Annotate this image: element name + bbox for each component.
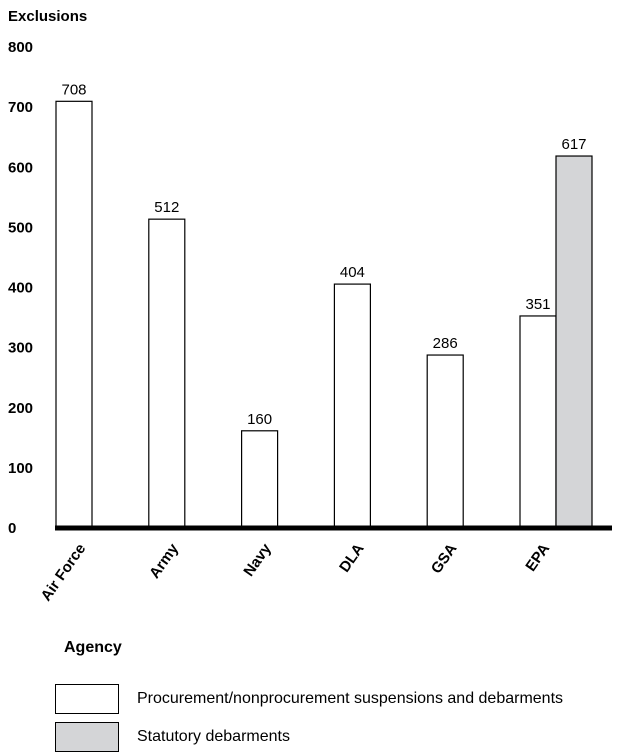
bar <box>519 315 557 528</box>
bar-chart: Exclusions 0 100 200 300 400 500 600 700 800 708… <box>8 8 612 656</box>
data-label: 286 <box>433 335 458 352</box>
y-tick-label: 200 <box>8 400 33 417</box>
data-label: 708 <box>61 81 86 98</box>
y-tick-label: 0 <box>8 520 16 537</box>
data-label: 512 <box>154 199 179 216</box>
y-axis-ticks: 0 100 200 300 400 500 600 700 800 <box>8 39 33 537</box>
bars: 708 512 160 404 286 351 617 <box>55 81 593 528</box>
legend-label-procurement: Procurement/nonprocurement suspensions a… <box>137 690 564 707</box>
bar <box>333 283 371 528</box>
data-label: 404 <box>340 264 365 281</box>
bar <box>426 354 464 528</box>
legend: Procurement/nonprocurement suspensions a… <box>55 680 563 756</box>
data-label: 617 <box>561 136 586 153</box>
y-tick-label: 600 <box>8 159 33 176</box>
bar <box>55 100 93 528</box>
y-tick-label: 500 <box>8 219 33 236</box>
y-tick-label: 400 <box>8 280 33 297</box>
y-axis-label: Exclusions <box>8 8 87 25</box>
data-label: 351 <box>525 296 550 313</box>
bar <box>555 155 593 528</box>
bar <box>241 430 279 528</box>
y-tick-label: 700 <box>8 99 33 116</box>
legend-label-statutory: Statutory debarments <box>137 728 290 745</box>
legend-swatch-statutory <box>55 722 119 752</box>
x-tick-label: DLA <box>336 540 368 575</box>
y-tick-label: 100 <box>8 460 33 477</box>
x-tick-label: Navy <box>240 540 275 580</box>
x-tick-label: Air Force <box>38 541 90 605</box>
bar <box>148 218 186 528</box>
data-label: 160 <box>247 411 272 428</box>
x-tick-label: GSA <box>428 540 461 577</box>
y-tick-label: 300 <box>8 340 33 357</box>
legend-item-statutory: Statutory debarments <box>55 718 563 756</box>
x-tick-label: EPA <box>522 540 553 574</box>
x-tick-label: Army <box>146 540 182 582</box>
x-axis-ticks: Air Force Army Navy DLA GSA EPA <box>38 540 554 604</box>
legend-swatch-procurement <box>55 684 119 714</box>
y-tick-label: 800 <box>8 39 33 56</box>
legend-item-procurement: Procurement/nonprocurement suspensions a… <box>55 680 563 718</box>
x-axis-label: Agency <box>64 639 122 656</box>
